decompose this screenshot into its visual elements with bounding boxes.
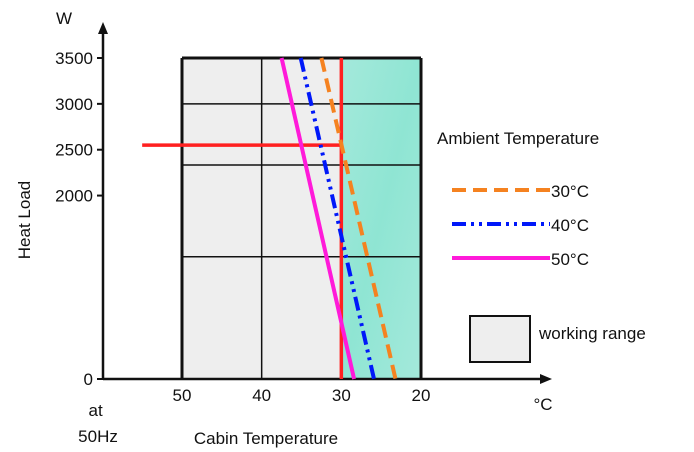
x-axis-label: Cabin Temperature (194, 429, 338, 448)
x-note-line-1: at (89, 401, 103, 420)
working-range-swatch (469, 315, 531, 363)
series-line-2 (279, 57, 357, 380)
legend-label-1: 40°C (551, 216, 589, 235)
y-axis-arrow (98, 22, 108, 34)
y-unit-label: W (56, 9, 72, 28)
y-tick-label: 2500 (55, 141, 93, 160)
y-tick-label: 3000 (55, 95, 93, 114)
legend: Ambient Temperature 30°C 40°C 50°C working… (437, 129, 646, 363)
x-note-line-2: 50Hz (78, 427, 118, 446)
x-tick-label: 30 (332, 386, 351, 405)
y-tick-label: 2000 (55, 187, 93, 206)
y-tick-label: 3500 (55, 49, 93, 68)
x-tick-label: 40 (252, 386, 271, 405)
working-range-label: working range (538, 324, 646, 343)
x-unit-label: °C (533, 395, 552, 414)
x-axis-arrow (540, 374, 552, 384)
legend-label-0: 30°C (551, 182, 589, 201)
y-axis-label: Heat Load (15, 181, 34, 259)
x-tick-label: 50 (173, 386, 192, 405)
legend-label-2: 50°C (551, 250, 589, 269)
legend-title: Ambient Temperature (437, 129, 599, 148)
x-tick-label: 20 (412, 386, 431, 405)
x-note-label: at 50Hz (78, 401, 118, 446)
series-line-1 (298, 57, 376, 380)
y-tick-label: 0 (84, 370, 93, 389)
optimal-region-area (341, 58, 421, 379)
series-line-0 (319, 57, 398, 380)
